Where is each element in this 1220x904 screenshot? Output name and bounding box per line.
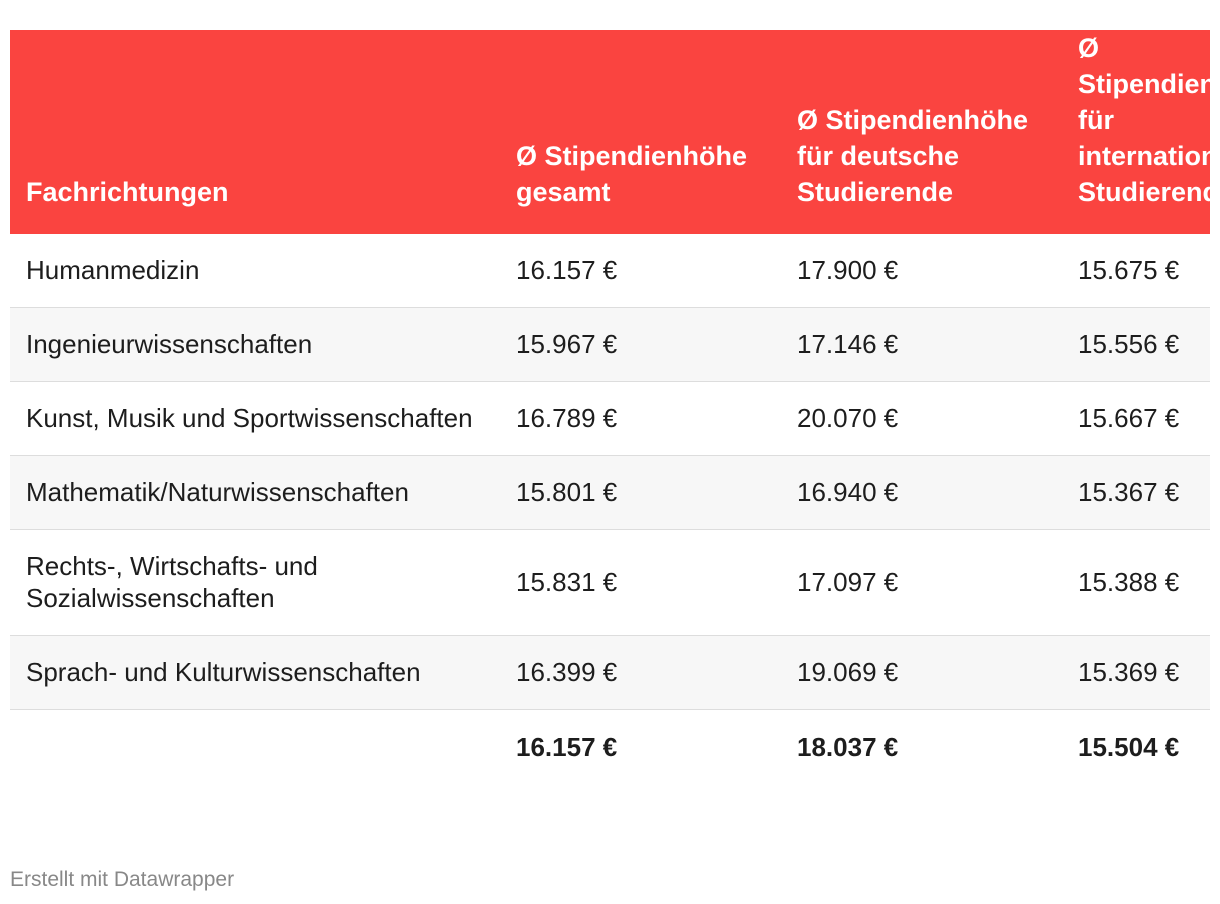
cell-fachrichtung: Kunst, Musik und Sportwissenschaften	[10, 381, 500, 456]
cell-fachrichtung: Ingenieurwissenschaften	[10, 307, 500, 382]
column-header-internationale[interactable]: Ø Stipendienhöhe für internationale Stud…	[1062, 30, 1210, 234]
total-cell-gesamt: 16.157 €	[500, 709, 781, 784]
cell-fachrichtung: Sprach- und Kulturwissenschaften	[10, 635, 500, 710]
datawrapper-credit: Erstellt mit Datawrapper	[10, 868, 235, 891]
table-header: Fachrichtungen Ø Stipendienhöhe gesamt Ø…	[10, 30, 1210, 234]
cell-fachrichtung: Mathematik/Naturwissenschaften	[10, 455, 500, 530]
cell-fachrichtung: Rechts-, Wirtschafts- und Sozialwissensc…	[10, 529, 500, 636]
total-cell-fachrichtung	[10, 709, 500, 784]
column-header-fachrichtungen[interactable]: Fachrichtungen	[10, 30, 500, 234]
column-header-deutsche[interactable]: Ø Stipendienhöhe für deutsche Studierend…	[781, 30, 1062, 234]
table-row: Ingenieurwissenschaften 15.967 €17.146 €1…	[10, 307, 1210, 382]
total-cell-international: 15.504 €	[1062, 709, 1210, 784]
total-row: 16.157 €18.037 €15.504 €	[10, 709, 1210, 784]
cell-gesamt: 16.399 €	[500, 635, 781, 710]
cell-deutsche: 17.097 €	[781, 529, 1062, 636]
data-table: Fachrichtungen Ø Stipendienhöhe gesamt Ø…	[10, 30, 1210, 784]
table-row: Mathematik/Naturwissenschaften 15.801 €16…	[10, 455, 1210, 530]
table-body: Humanmedizin 16.157 €17.900 €15.675 € Inge…	[10, 234, 1210, 784]
cell-international: 15.367 €	[1062, 455, 1210, 530]
cell-deutsche: 20.070 €	[781, 381, 1062, 456]
data-table-container: Fachrichtungen Ø Stipendienhöhe gesamt Ø…	[10, 30, 1210, 784]
cell-international: 15.667 €	[1062, 381, 1210, 456]
header-row: Fachrichtungen Ø Stipendienhöhe gesamt Ø…	[10, 30, 1210, 234]
table-row: Humanmedizin 16.157 €17.900 €15.675 €	[10, 234, 1210, 308]
cell-deutsche: 19.069 €	[781, 635, 1062, 710]
cell-international: 15.388 €	[1062, 529, 1210, 636]
table-row: Kunst, Musik und Sportwissenschaften 16.7…	[10, 381, 1210, 456]
total-cell-deutsche: 18.037 €	[781, 709, 1062, 784]
cell-gesamt: 15.967 €	[500, 307, 781, 382]
cell-international: 15.556 €	[1062, 307, 1210, 382]
cell-deutsche: 17.146 €	[781, 307, 1062, 382]
cell-deutsche: 17.900 €	[781, 234, 1062, 308]
cell-deutsche: 16.940 €	[781, 455, 1062, 530]
cell-gesamt: 15.801 €	[500, 455, 781, 530]
cell-gesamt: 15.831 €	[500, 529, 781, 636]
table-row: Rechts-, Wirtschafts- und Sozialwissensc…	[10, 529, 1210, 636]
cell-gesamt: 16.157 €	[500, 234, 781, 308]
cell-fachrichtung: Humanmedizin	[10, 234, 500, 308]
column-header-gesamt[interactable]: Ø Stipendienhöhe gesamt	[500, 30, 781, 234]
cell-international: 15.675 €	[1062, 234, 1210, 308]
cell-gesamt: 16.789 €	[500, 381, 781, 456]
table-row: Sprach- und Kulturwissenschaften 16.399 €…	[10, 635, 1210, 710]
cell-international: 15.369 €	[1062, 635, 1210, 710]
